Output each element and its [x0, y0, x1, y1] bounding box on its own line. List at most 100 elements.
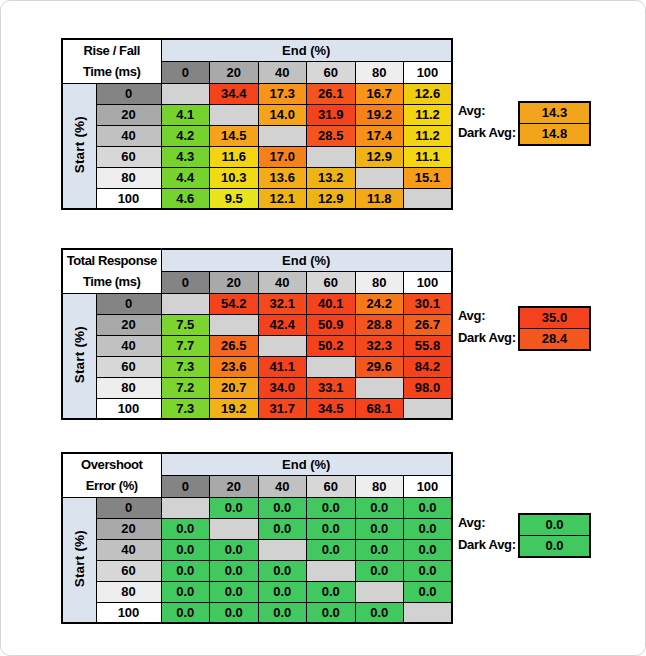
t2-cell-100-80[interactable]: 0.0	[355, 602, 404, 623]
t2-cell-20-40[interactable]: 0.0	[258, 518, 307, 539]
t0-cell-20-20[interactable]	[210, 104, 259, 125]
t2-cell-0-100[interactable]: 0.0	[404, 497, 453, 518]
t2-cell-40-40[interactable]	[258, 539, 307, 560]
t2-cell-60-60[interactable]	[307, 560, 356, 581]
t1-cell-20-60[interactable]: 50.9	[307, 314, 356, 335]
t1-cell-0-40[interactable]: 32.1	[258, 293, 307, 314]
t1-cell-60-40[interactable]: 41.1	[258, 356, 307, 377]
t0-cell-40-100[interactable]: 11.2	[404, 125, 453, 146]
t0-dark-avg-value[interactable]: 14.8	[520, 123, 589, 144]
t2-cell-100-100[interactable]	[404, 602, 453, 623]
t0-cell-0-100[interactable]: 12.6	[404, 83, 453, 104]
t2-cell-100-20[interactable]: 0.0	[210, 602, 259, 623]
t2-cell-100-0[interactable]: 0.0	[161, 602, 210, 623]
t2-cell-0-80[interactable]: 0.0	[355, 497, 404, 518]
t0-cell-100-0[interactable]: 4.6	[161, 188, 210, 209]
t2-cell-80-80[interactable]	[355, 581, 404, 602]
t1-cell-0-100[interactable]: 30.1	[404, 293, 453, 314]
t1-cell-20-20[interactable]	[210, 314, 259, 335]
t0-cell-60-60[interactable]	[307, 146, 356, 167]
t2-cell-60-40[interactable]: 0.0	[258, 560, 307, 581]
t1-cell-20-40[interactable]: 42.4	[258, 314, 307, 335]
t2-cell-40-60[interactable]: 0.0	[307, 539, 356, 560]
t2-cell-20-80[interactable]: 0.0	[355, 518, 404, 539]
t2-avg-value[interactable]: 0.0	[520, 515, 589, 535]
t0-cell-80-0[interactable]: 4.4	[161, 167, 210, 188]
t0-cell-40-40[interactable]	[258, 125, 307, 146]
t2-cell-0-20[interactable]: 0.0	[210, 497, 259, 518]
t0-cell-80-20[interactable]: 10.3	[210, 167, 259, 188]
t0-cell-20-0[interactable]: 4.1	[161, 104, 210, 125]
t2-cell-80-20[interactable]: 0.0	[210, 581, 259, 602]
t1-cell-60-0[interactable]: 7.3	[161, 356, 210, 377]
t0-cell-100-20[interactable]: 9.5	[210, 188, 259, 209]
t1-cell-0-80[interactable]: 24.2	[355, 293, 404, 314]
t1-cell-40-40[interactable]	[258, 335, 307, 356]
t1-cell-60-80[interactable]: 29.6	[355, 356, 404, 377]
t1-cell-100-80[interactable]: 68.1	[355, 398, 404, 419]
t0-cell-0-60[interactable]: 26.1	[307, 83, 356, 104]
t2-cell-60-100[interactable]: 0.0	[404, 560, 453, 581]
t2-dark-avg-value[interactable]: 0.0	[520, 535, 589, 556]
t0-cell-60-0[interactable]: 4.3	[161, 146, 210, 167]
t2-cell-100-60[interactable]: 0.0	[307, 602, 356, 623]
t0-cell-100-100[interactable]	[404, 188, 453, 209]
t2-cell-40-80[interactable]: 0.0	[355, 539, 404, 560]
t0-cell-20-40[interactable]: 14.0	[258, 104, 307, 125]
t0-cell-80-80[interactable]	[355, 167, 404, 188]
t0-cell-80-100[interactable]: 15.1	[404, 167, 453, 188]
t2-cell-100-40[interactable]: 0.0	[258, 602, 307, 623]
t1-cell-80-60[interactable]: 33.1	[307, 377, 356, 398]
t1-cell-80-100[interactable]: 98.0	[404, 377, 453, 398]
t1-cell-80-20[interactable]: 20.7	[210, 377, 259, 398]
t0-cell-0-0[interactable]	[161, 83, 210, 104]
t1-cell-40-0[interactable]: 7.7	[161, 335, 210, 356]
t0-cell-0-80[interactable]: 16.7	[355, 83, 404, 104]
t1-cell-20-0[interactable]: 7.5	[161, 314, 210, 335]
t1-cell-100-40[interactable]: 31.7	[258, 398, 307, 419]
t1-cell-40-100[interactable]: 55.8	[404, 335, 453, 356]
t0-cell-60-80[interactable]: 12.9	[355, 146, 404, 167]
t1-cell-80-0[interactable]: 7.2	[161, 377, 210, 398]
t2-cell-60-80[interactable]: 0.0	[355, 560, 404, 581]
t1-cell-40-80[interactable]: 32.3	[355, 335, 404, 356]
t1-cell-0-0[interactable]	[161, 293, 210, 314]
t1-cell-0-20[interactable]: 54.2	[210, 293, 259, 314]
t0-cell-80-40[interactable]: 13.6	[258, 167, 307, 188]
t0-cell-60-20[interactable]: 11.6	[210, 146, 259, 167]
t1-cell-60-60[interactable]	[307, 356, 356, 377]
t2-cell-80-100[interactable]: 0.0	[404, 581, 453, 602]
t1-cell-100-100[interactable]	[404, 398, 453, 419]
t1-cell-60-100[interactable]: 84.2	[404, 356, 453, 377]
t1-cell-100-0[interactable]: 7.3	[161, 398, 210, 419]
t2-cell-0-0[interactable]	[161, 497, 210, 518]
t0-cell-80-60[interactable]: 13.2	[307, 167, 356, 188]
t2-cell-80-60[interactable]: 0.0	[307, 581, 356, 602]
t2-cell-0-40[interactable]: 0.0	[258, 497, 307, 518]
t2-cell-0-60[interactable]: 0.0	[307, 497, 356, 518]
t0-cell-100-40[interactable]: 12.1	[258, 188, 307, 209]
t1-cell-80-80[interactable]	[355, 377, 404, 398]
t1-cell-100-60[interactable]: 34.5	[307, 398, 356, 419]
t0-cell-20-100[interactable]: 11.2	[404, 104, 453, 125]
t1-cell-40-20[interactable]: 26.5	[210, 335, 259, 356]
t1-dark-avg-value[interactable]: 28.4	[520, 328, 589, 349]
t0-cell-100-80[interactable]: 11.8	[355, 188, 404, 209]
t1-cell-20-80[interactable]: 28.8	[355, 314, 404, 335]
t0-cell-60-40[interactable]: 17.0	[258, 146, 307, 167]
t1-cell-0-60[interactable]: 40.1	[307, 293, 356, 314]
t1-avg-value[interactable]: 35.0	[520, 308, 589, 328]
t2-cell-20-100[interactable]: 0.0	[404, 518, 453, 539]
t1-cell-80-40[interactable]: 34.0	[258, 377, 307, 398]
t0-cell-60-100[interactable]: 11.1	[404, 146, 453, 167]
t0-cell-20-60[interactable]: 31.9	[307, 104, 356, 125]
t2-cell-20-20[interactable]	[210, 518, 259, 539]
t0-cell-100-60[interactable]: 12.9	[307, 188, 356, 209]
t2-cell-40-20[interactable]: 0.0	[210, 539, 259, 560]
t2-cell-40-0[interactable]: 0.0	[161, 539, 210, 560]
t1-cell-20-100[interactable]: 26.7	[404, 314, 453, 335]
t1-cell-100-20[interactable]: 19.2	[210, 398, 259, 419]
t1-cell-40-60[interactable]: 50.2	[307, 335, 356, 356]
t0-cell-40-80[interactable]: 17.4	[355, 125, 404, 146]
t2-cell-40-100[interactable]: 0.0	[404, 539, 453, 560]
